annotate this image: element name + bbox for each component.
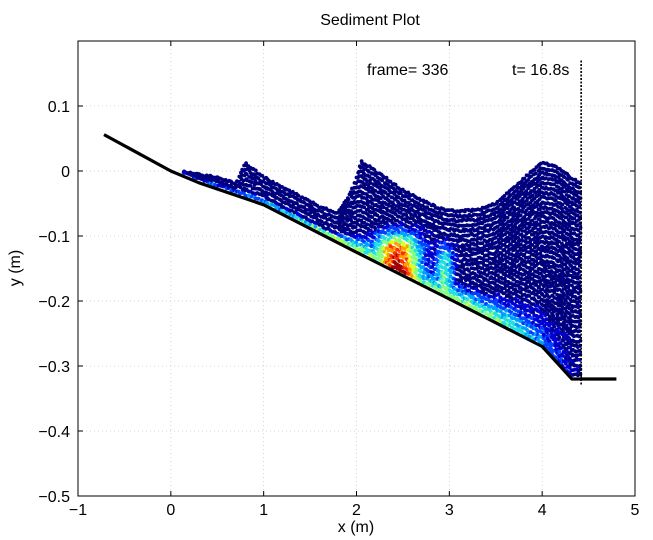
particle-point: [398, 211, 403, 215]
chart-title: Sediment Plot: [320, 12, 420, 29]
particle-point: [381, 205, 386, 210]
particle-point: [557, 349, 562, 354]
y-tick-label: −0.3: [38, 359, 70, 376]
x-tick-label: 2: [352, 502, 361, 519]
particle-point: [362, 205, 367, 210]
particle-point: [253, 168, 258, 173]
particle-point: [518, 213, 523, 218]
particle-point: [338, 220, 343, 225]
particle-point: [472, 212, 476, 217]
x-tick-label: 3: [445, 502, 454, 519]
particle-point: [353, 225, 358, 230]
particle-point: [296, 194, 301, 198]
particle-point: [244, 172, 249, 177]
y-tick-label: −0.2: [38, 294, 70, 311]
y-tick-label: −0.4: [38, 424, 70, 441]
particle-point: [320, 209, 324, 214]
y-tick-label: 0.1: [48, 99, 70, 116]
particle-point: [423, 257, 428, 262]
particle-point: [399, 191, 403, 196]
particle-point: [250, 180, 254, 185]
particle-point: [221, 182, 226, 186]
particle-point: [472, 276, 477, 280]
particle-point: [363, 182, 368, 187]
particle-point: [397, 243, 401, 248]
particle-point: [335, 221, 340, 225]
particle-point: [418, 235, 423, 240]
particle-point: [452, 238, 456, 243]
particle-point: [418, 278, 423, 283]
x-tick-label: 4: [538, 502, 547, 519]
y-tick-label: −0.5: [38, 489, 70, 506]
y-axis-label: y (m): [7, 250, 24, 286]
particle-point: [313, 225, 318, 229]
x-tick-label: −1: [69, 502, 87, 519]
particle-point: [401, 255, 406, 260]
particle-point: [395, 247, 400, 252]
particle-point: [383, 231, 388, 235]
particle-point: [480, 299, 485, 304]
particle-point: [467, 288, 471, 293]
particle-point: [346, 197, 351, 202]
particle-point: [418, 198, 423, 203]
particle-point: [318, 227, 323, 232]
particle-point: [442, 275, 446, 280]
particle-point: [390, 240, 395, 245]
particle-point: [370, 215, 374, 220]
particle-point: [388, 179, 393, 184]
particle-point: [393, 182, 398, 187]
time-annotation: t= 16.8s: [512, 62, 569, 79]
particle-point: [460, 285, 465, 290]
particle-point: [248, 184, 253, 188]
particle-point: [437, 235, 441, 240]
particle-point: [373, 189, 378, 193]
particle-point: [229, 188, 234, 193]
particle-point: [453, 281, 458, 286]
particle-point: [467, 269, 471, 273]
particle-point: [365, 222, 369, 227]
particle-point: [370, 239, 374, 244]
particle-point: [475, 283, 480, 288]
particle-point: [370, 225, 374, 229]
x-tick-label: 1: [259, 502, 268, 519]
particle-point: [378, 206, 383, 211]
particle-point: [392, 235, 396, 240]
particle-point: [365, 179, 369, 184]
particle-point: [427, 201, 431, 206]
x-tick-label: 0: [166, 502, 175, 519]
frame-annotation: frame= 336: [367, 62, 448, 79]
particle-point: [295, 201, 299, 206]
particle-point: [345, 214, 349, 219]
particle-point: [241, 178, 246, 183]
particle-point: [557, 335, 562, 340]
y-tick-label: 0: [61, 164, 70, 181]
sediment-particles: [181, 159, 583, 378]
particle-point: [356, 237, 361, 242]
particle-point: [343, 207, 348, 212]
particle-point: [381, 176, 386, 180]
particle-point: [348, 204, 353, 209]
y-tick-label: −0.1: [38, 229, 70, 246]
particle-point: [354, 240, 358, 245]
particle-point: [447, 248, 451, 253]
particle-point: [463, 208, 468, 212]
x-axis-label: x (m): [338, 519, 374, 536]
x-tick-label: 5: [631, 502, 640, 519]
particle-point: [386, 193, 391, 198]
